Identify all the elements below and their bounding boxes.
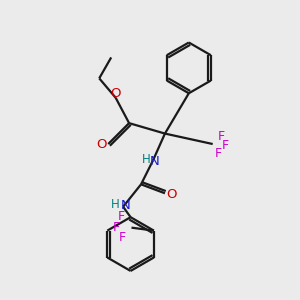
- Text: F: F: [118, 210, 124, 223]
- Text: F: F: [218, 130, 225, 143]
- Text: H: H: [111, 198, 120, 211]
- Text: H: H: [142, 153, 151, 167]
- Text: F: F: [112, 220, 119, 233]
- Text: O: O: [110, 87, 121, 100]
- Text: N: N: [150, 155, 160, 168]
- Text: F: F: [222, 139, 229, 152]
- Text: F: F: [119, 231, 126, 244]
- Text: O: O: [96, 137, 107, 151]
- Text: F: F: [214, 147, 222, 160]
- Text: N: N: [120, 199, 130, 212]
- Text: O: O: [166, 188, 177, 201]
